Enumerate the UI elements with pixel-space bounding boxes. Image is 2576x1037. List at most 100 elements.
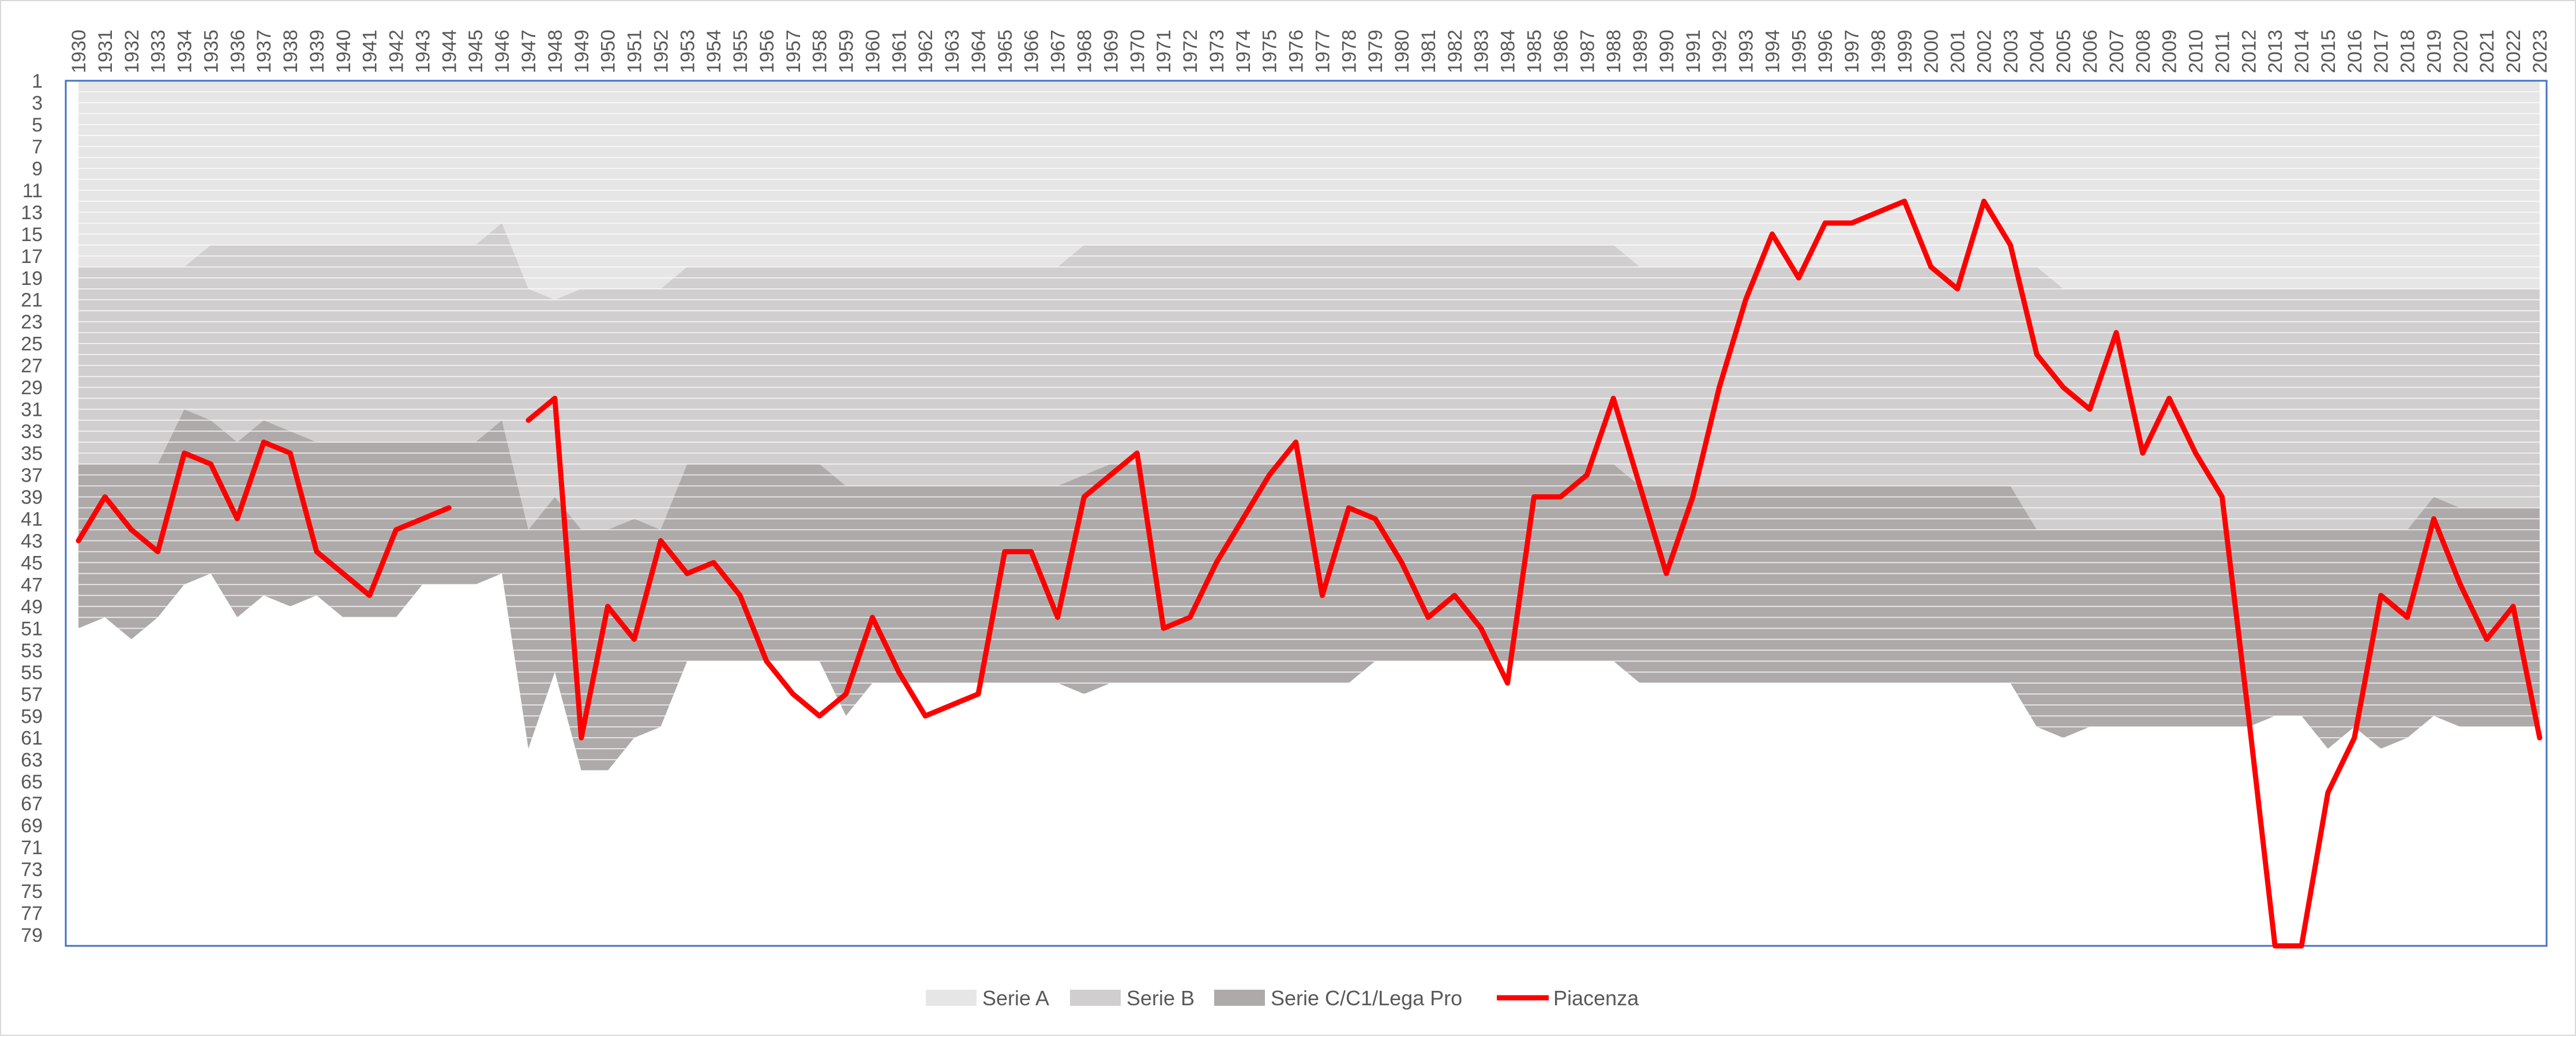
y-tick-label: 11 <box>22 180 43 202</box>
piacenza-line <box>76 198 2543 949</box>
y-tick-label: 7 <box>32 136 43 158</box>
x-tick-label: 1939 <box>306 29 328 73</box>
y-tick-label: 75 <box>21 881 43 903</box>
y-tick-label: 69 <box>21 815 43 837</box>
legend: Serie A Serie B Serie C/C1/Lega Pro Piacenz… <box>926 986 1639 1010</box>
x-tick-label: 1991 <box>1683 29 1704 73</box>
x-tick-label: 1942 <box>386 29 408 73</box>
x-tick-label: 1953 <box>677 29 699 73</box>
x-tick-label: 1944 <box>438 29 460 73</box>
y-tick-label: 53 <box>21 640 43 662</box>
x-tick-label: 2016 <box>2344 29 2366 73</box>
x-tick-label: 2006 <box>2079 29 2101 73</box>
x-tick-label: 1934 <box>174 29 196 73</box>
x-tick-label: 1974 <box>1233 29 1255 73</box>
x-tick-label: 2003 <box>2000 29 2022 73</box>
x-tick-label: 2021 <box>2476 29 2498 73</box>
x-tick-label: 2014 <box>2291 29 2313 73</box>
x-tick-label: 1937 <box>253 29 275 73</box>
x-tick-label: 2000 <box>1921 29 1943 73</box>
y-tick-label: 15 <box>21 224 43 246</box>
x-tick-label: 1943 <box>412 29 434 73</box>
y-tick-label: 9 <box>32 158 43 180</box>
x-tick-label: 2018 <box>2397 29 2419 73</box>
line-segment <box>76 439 452 598</box>
y-tick-label: 17 <box>21 246 43 268</box>
x-tick-label: 2019 <box>2424 29 2446 73</box>
legend-label: Serie B <box>1126 986 1195 1010</box>
x-tick-label: 1979 <box>1365 29 1387 73</box>
x-tick-label: 2011 <box>2211 31 2233 73</box>
x-tick-label: 1936 <box>227 29 249 73</box>
area-bands <box>78 81 2540 771</box>
x-tick-label: 1980 <box>1391 29 1413 73</box>
x-tick-label: 1947 <box>518 29 540 73</box>
x-tick-label: 1941 <box>359 29 381 73</box>
x-tick-label: 1955 <box>730 29 752 73</box>
y-tick-label: 55 <box>21 662 43 683</box>
y-tick-label: 43 <box>21 531 43 553</box>
x-tick-label: 1930 <box>68 29 90 73</box>
x-tick-label: 2023 <box>2529 29 2551 73</box>
legend-label: Serie A <box>982 986 1049 1010</box>
x-tick-label: 1959 <box>836 29 858 73</box>
legend-item-piacenza: Piacenza <box>1497 986 1639 1010</box>
y-tick-label: 63 <box>21 749 43 771</box>
y-tick-label: 39 <box>21 487 43 509</box>
x-tick-label: 1972 <box>1180 29 1201 73</box>
legend-swatch <box>1070 990 1121 1006</box>
y-tick-label: 21 <box>21 290 43 311</box>
y-tick-label: 13 <box>21 202 43 224</box>
x-tick-label: 1973 <box>1206 29 1228 73</box>
legend-label: Serie C/C1/Lega Pro <box>1271 986 1462 1010</box>
x-tick-label: 1932 <box>121 29 143 73</box>
x-tick-label: 1969 <box>1100 29 1122 73</box>
y-tick-label: 41 <box>21 509 43 531</box>
plot-area-border <box>65 80 2548 947</box>
y-tick-label: 57 <box>21 683 43 705</box>
x-tick-label: 1970 <box>1126 29 1148 73</box>
y-tick-label: 49 <box>21 596 43 618</box>
x-tick-label: 1931 <box>95 29 117 73</box>
x-tick-label: 2017 <box>2371 29 2393 73</box>
x-axis-tick-labels: 1930 1931 1932 1933 1934 1935 1936 1937 1938 1939… <box>68 29 2551 73</box>
x-tick-label: 2015 <box>2318 29 2340 73</box>
x-tick-label: 1999 <box>1894 29 1916 73</box>
x-tick-label: 1988 <box>1603 29 1625 73</box>
band-serie-c-c1-lega-pro <box>78 409 2540 771</box>
x-tick-label: 1998 <box>1868 29 1890 73</box>
x-tick-label: 2013 <box>2265 29 2286 73</box>
x-tick-label: 2005 <box>2053 29 2075 73</box>
x-tick-label: 2004 <box>2026 29 2048 73</box>
x-tick-label: 1951 <box>624 29 646 73</box>
x-tick-label: 1935 <box>200 29 222 73</box>
y-tick-label: 27 <box>21 355 43 377</box>
x-tick-label: 1978 <box>1338 29 1360 73</box>
x-tick-label: 1961 <box>888 29 910 73</box>
x-tick-label: 1995 <box>1788 29 1810 73</box>
x-tick-label: 1967 <box>1047 29 1069 73</box>
x-tick-label: 2022 <box>2503 29 2525 73</box>
y-tick-label: 29 <box>21 377 43 399</box>
x-tick-label: 1994 <box>1762 29 1783 73</box>
x-tick-label: 1963 <box>941 29 963 73</box>
y-tick-label: 33 <box>21 421 43 443</box>
y-tick-label: 1 <box>32 70 43 92</box>
x-tick-label: 1957 <box>783 29 805 73</box>
legend-swatch <box>1214 990 1265 1006</box>
x-tick-label: 1986 <box>1550 29 1572 73</box>
x-tick-label: 1948 <box>545 29 566 73</box>
y-tick-label: 73 <box>21 859 43 881</box>
x-tick-label: 1983 <box>1471 29 1493 73</box>
x-tick-label: 1977 <box>1312 29 1334 73</box>
line-segment <box>525 198 2543 949</box>
legend-item-serie-a: Serie A <box>926 986 1049 1010</box>
x-tick-label: 1990 <box>1656 29 1678 73</box>
x-tick-label: 1993 <box>1736 29 1758 73</box>
x-tick-label: 1984 <box>1497 29 1519 73</box>
x-tick-label: 1976 <box>1286 29 1308 73</box>
y-tick-label: 19 <box>21 268 43 290</box>
x-tick-label: 2012 <box>2238 29 2260 73</box>
legend-item-serie-b: Serie B <box>1070 986 1195 1010</box>
